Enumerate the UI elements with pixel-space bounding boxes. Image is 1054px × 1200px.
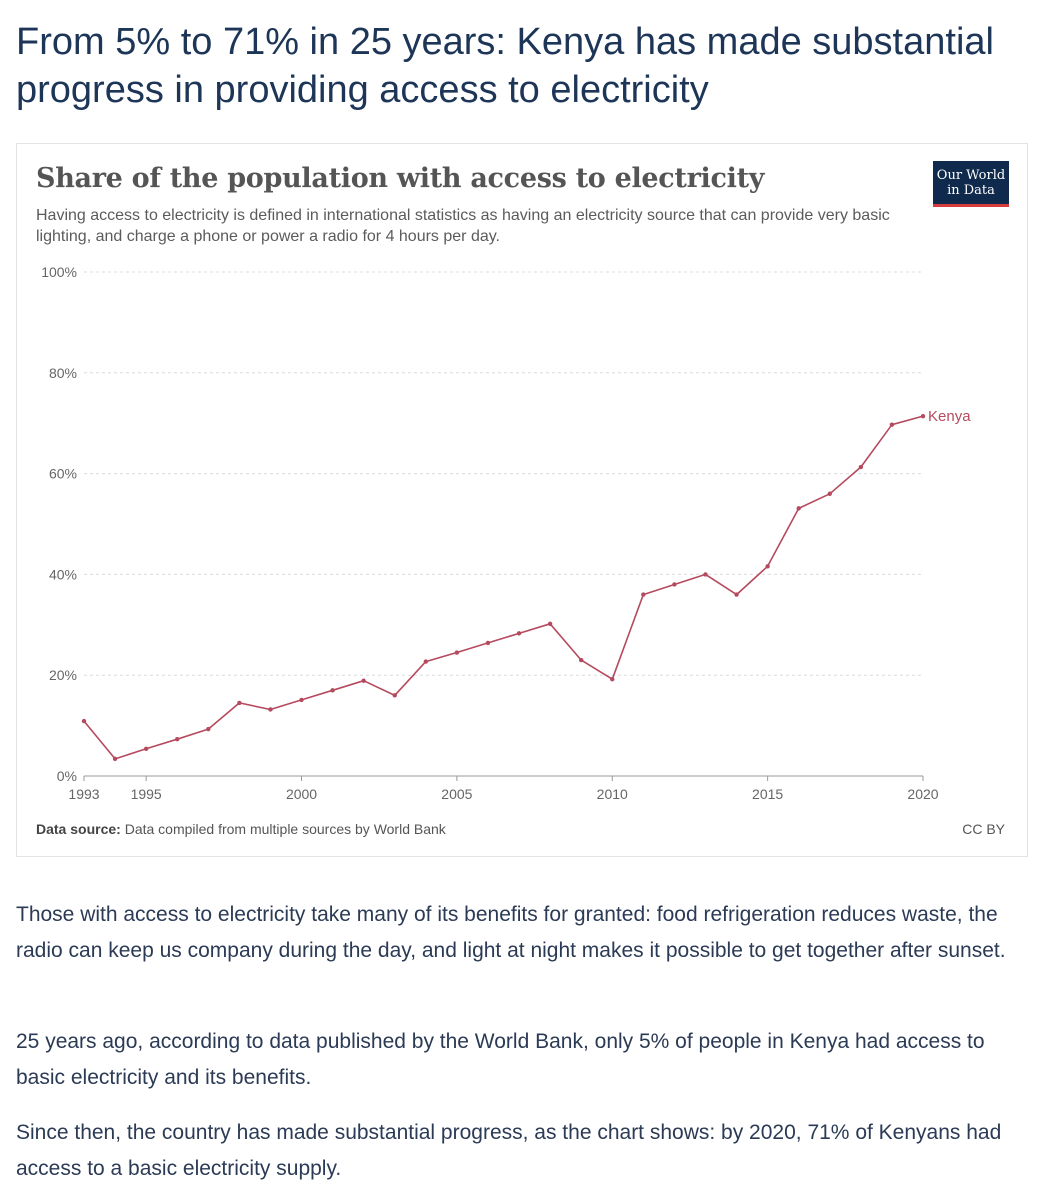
data-point bbox=[796, 506, 801, 511]
chart-card: Share of the population with access to e… bbox=[16, 143, 1028, 857]
data-point bbox=[920, 413, 926, 419]
data-point bbox=[330, 688, 335, 693]
y-tick-label: 40% bbox=[49, 566, 77, 582]
data-point bbox=[516, 631, 522, 636]
x-tick-label: 2015 bbox=[752, 786, 783, 802]
data-point bbox=[734, 592, 739, 597]
data-point bbox=[112, 756, 118, 762]
owid-logo[interactable]: Our World in Data bbox=[933, 161, 1009, 207]
line-chart: 0% 20% 40% 60% 80% 100% 1993 1995 2000 2005 2010 20… bbox=[41, 264, 971, 802]
data-source-label: Data source: bbox=[36, 821, 121, 837]
data-point bbox=[672, 582, 677, 587]
data-point bbox=[299, 697, 304, 703]
y-tick-label: 80% bbox=[49, 365, 77, 381]
data-point bbox=[423, 659, 429, 664]
data-point bbox=[703, 572, 708, 577]
paragraph-2: 25 years ago, according to data publishe… bbox=[16, 1030, 985, 1089]
license[interactable]: CC BY bbox=[962, 821, 1005, 837]
data-point bbox=[641, 592, 646, 597]
data-point bbox=[237, 700, 242, 706]
data-point bbox=[578, 657, 584, 663]
data-point bbox=[827, 491, 832, 496]
chart-subtitle: Having access to electricity is defined … bbox=[36, 207, 890, 245]
data-point bbox=[268, 707, 273, 712]
series-line-kenya bbox=[83, 415, 924, 760]
y-tick-label: 0% bbox=[57, 768, 77, 784]
data-point bbox=[889, 422, 895, 427]
data-point bbox=[206, 726, 211, 732]
data-point bbox=[392, 693, 397, 698]
data-point bbox=[175, 737, 180, 742]
x-tick-label: 2000 bbox=[286, 786, 317, 802]
x-tick-label: 1995 bbox=[131, 786, 162, 802]
y-tick-label: 60% bbox=[49, 466, 77, 482]
x-tick-label: 2020 bbox=[907, 786, 938, 802]
data-point bbox=[858, 464, 864, 470]
x-tick-label: 2005 bbox=[441, 786, 472, 802]
article-headline: From 5% to 71% in 25 years: Kenya has ma… bbox=[16, 21, 994, 111]
data-point bbox=[485, 640, 491, 646]
data-point bbox=[454, 650, 460, 655]
data-point bbox=[610, 677, 615, 682]
data-source: Data source: Data compiled from multiple… bbox=[36, 821, 446, 837]
logo-line-2: in Data bbox=[947, 183, 995, 198]
data-point bbox=[361, 678, 366, 683]
data-point bbox=[547, 621, 553, 626]
x-tick-label: 2010 bbox=[597, 786, 628, 802]
chart-title: Share of the population with access to e… bbox=[36, 163, 765, 194]
series-label: Kenya bbox=[928, 408, 971, 425]
paragraph-3: Since then, the country has made substan… bbox=[16, 1121, 1002, 1180]
data-point bbox=[143, 746, 149, 751]
x-tick-label: 1993 bbox=[68, 786, 99, 802]
y-tick-label: 100% bbox=[41, 264, 77, 280]
logo-line-1: Our World bbox=[936, 168, 1006, 183]
data-source-text: Data compiled from multiple sources by W… bbox=[124, 821, 446, 837]
data-point bbox=[81, 718, 87, 724]
paragraph-1: Those with access to electricity take ma… bbox=[16, 903, 1006, 962]
data-point bbox=[765, 564, 770, 569]
y-tick-label: 20% bbox=[49, 667, 77, 683]
